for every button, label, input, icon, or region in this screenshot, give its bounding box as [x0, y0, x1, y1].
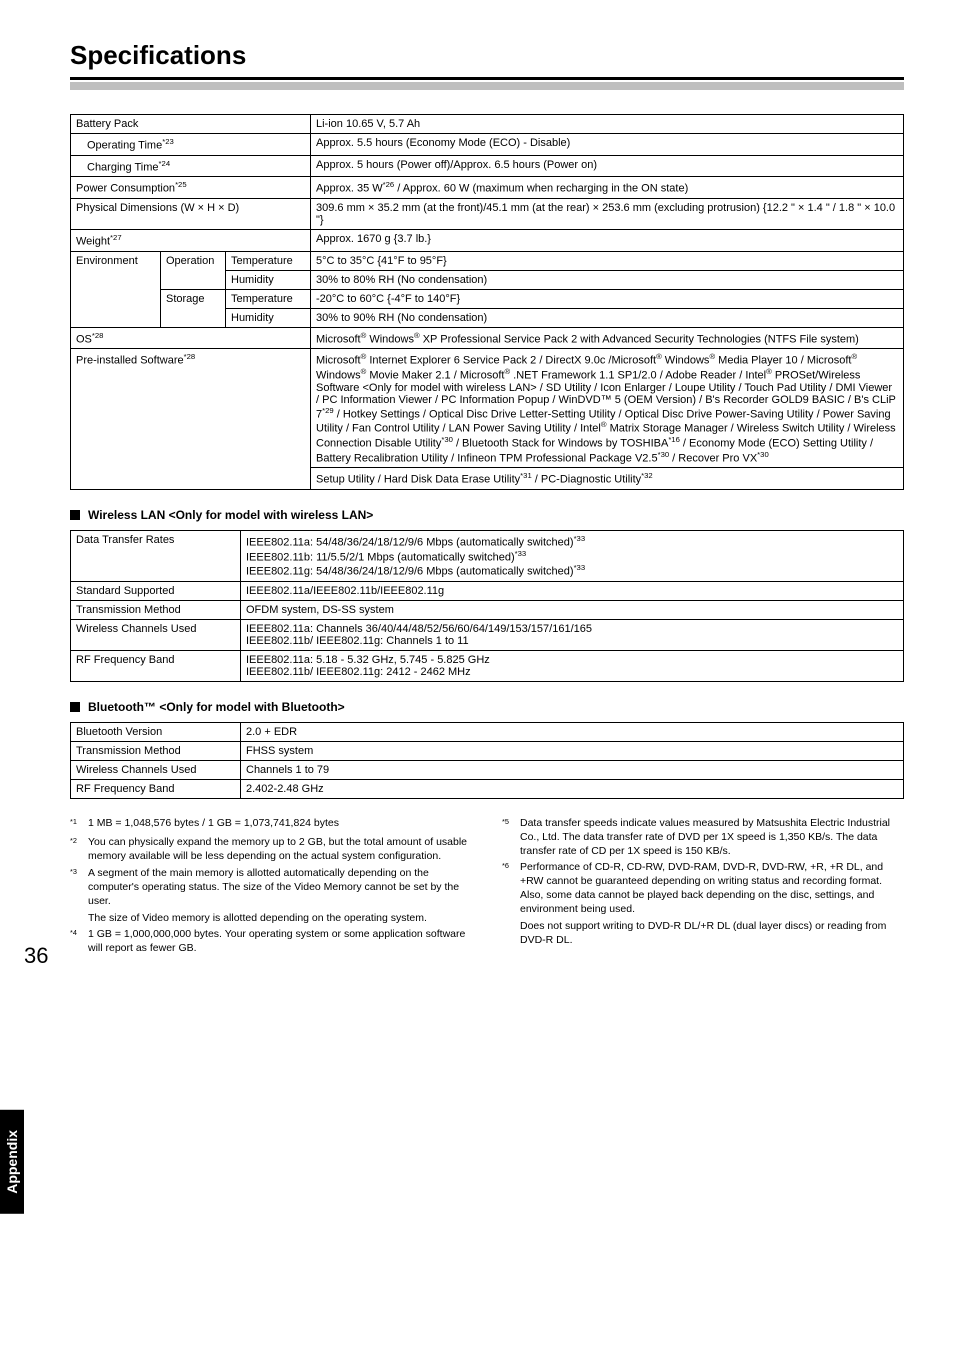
- footnote-number: *6: [502, 861, 520, 916]
- spec-sub-label: Temperature: [226, 251, 311, 270]
- footnote-number: [502, 920, 520, 948]
- spec-value: Microsoft® Windows® XP Professional Serv…: [311, 327, 904, 349]
- footnote-number: *2: [70, 836, 88, 864]
- spec-value: 309.6 mm × 35.2 mm (at the front)/45.1 m…: [311, 198, 904, 229]
- spec-label: OS*28: [71, 327, 311, 349]
- spec-value: Approx. 35 W*26 / Approx. 60 W (maximum …: [311, 177, 904, 199]
- footnote-number: *1: [70, 817, 88, 833]
- main-spec-table: Battery PackLi-ion 10.65 V, 5.7 AhOperat…: [70, 114, 904, 490]
- spec-label: Data Transfer Rates: [71, 530, 241, 581]
- spec-value: IEEE802.11a/IEEE802.11b/IEEE802.11g: [241, 581, 904, 600]
- spec-value: Channels 1 to 79: [241, 760, 904, 779]
- spec-value: Approx. 1670 g {3.7 lb.}: [311, 229, 904, 251]
- wlan-section-head: Wireless LAN <Only for model with wirele…: [70, 508, 904, 522]
- page-title: Specifications: [70, 40, 904, 71]
- spec-value: IEEE802.11a: 5.18 - 5.32 GHz, 5.745 - 5.…: [241, 650, 904, 681]
- spec-label: RF Frequency Band: [71, 650, 241, 681]
- spec-label: Operating Time*23: [71, 134, 311, 156]
- footnote-number: [70, 912, 88, 926]
- spec-label: Power Consumption*25: [71, 177, 311, 199]
- spec-value: 2.402-2.48 GHz: [241, 779, 904, 798]
- spec-sub-label: Humidity: [226, 308, 311, 327]
- spec-value: 30% to 90% RH (No condensation): [311, 308, 904, 327]
- page-number: 36: [24, 943, 48, 969]
- wlan-table: Data Transfer RatesIEEE802.11a: 54/48/36…: [70, 530, 904, 682]
- bt-table: Bluetooth Version2.0 + EDRTransmission M…: [70, 722, 904, 799]
- divider-black: [70, 77, 904, 80]
- footnote-number: *5: [502, 817, 520, 859]
- spec-value: 30% to 80% RH (No condensation): [311, 270, 904, 289]
- spec-sub-label: Temperature: [226, 289, 311, 308]
- spec-value: IEEE802.11a: 54/48/36/24/18/12/9/6 Mbps …: [241, 530, 904, 581]
- spec-value: Li-ion 10.65 V, 5.7 Ah: [311, 115, 904, 134]
- spec-value: Microsoft® Internet Explorer 6 Service P…: [311, 349, 904, 468]
- spec-label: Standard Supported: [71, 581, 241, 600]
- divider-gray: [70, 82, 904, 90]
- spec-label: RF Frequency Band: [71, 779, 241, 798]
- spec-value: OFDM system, DS-SS system: [241, 600, 904, 619]
- spec-sub-label: Humidity: [226, 270, 311, 289]
- bt-section-head: Bluetooth™ <Only for model with Bluetoot…: [70, 700, 904, 714]
- footnote-number: *3: [70, 867, 88, 909]
- footnote-text: Performance of CD-R, CD-RW, DVD-RAM, DVD…: [520, 861, 904, 916]
- spec-label: Transmission Method: [71, 600, 241, 619]
- side-tab-appendix: Appendix: [0, 1110, 24, 1214]
- footnote-text: 1 GB = 1,000,000,000 bytes. Your operati…: [88, 928, 472, 956]
- footnote-text: A segment of the main memory is allotted…: [88, 867, 472, 909]
- footnote-text: You can physically expand the memory up …: [88, 836, 472, 864]
- footnote-text: Data transfer speeds indicate values mea…: [520, 817, 904, 859]
- footnote-text: The size of Video memory is allotted dep…: [88, 912, 472, 926]
- spec-label: Transmission Method: [71, 741, 241, 760]
- footnotes-right-col: *5Data transfer speeds indicate values m…: [502, 817, 904, 959]
- footnote-text: 1 MB = 1,048,576 bytes / 1 GB = 1,073,74…: [88, 817, 472, 833]
- spec-label: Environment: [71, 251, 161, 327]
- spec-label: Bluetooth Version: [71, 722, 241, 741]
- spec-label: Wireless Channels Used: [71, 619, 241, 650]
- spec-value: Setup Utility / Hard Disk Data Erase Uti…: [311, 468, 904, 490]
- spec-label: Pre-installed Software*28: [71, 349, 311, 490]
- spec-label: Physical Dimensions (W × H × D): [71, 198, 311, 229]
- footnote-number: *4: [70, 928, 88, 956]
- spec-value: Approx. 5 hours (Power off)/Approx. 6.5 …: [311, 155, 904, 177]
- spec-value: FHSS system: [241, 741, 904, 760]
- footnotes-left-col: *11 MB = 1,048,576 bytes / 1 GB = 1,073,…: [70, 817, 472, 959]
- spec-value: 2.0 + EDR: [241, 722, 904, 741]
- wlan-head-text: Wireless LAN <Only for model with wirele…: [88, 508, 373, 522]
- spec-value: Approx. 5.5 hours (Economy Mode (ECO) - …: [311, 134, 904, 156]
- spec-label: Wireless Channels Used: [71, 760, 241, 779]
- spec-value: 5°C to 35°C {41°F to 95°F}: [311, 251, 904, 270]
- spec-sub-label: Storage: [161, 289, 226, 327]
- spec-label: Charging Time*24: [71, 155, 311, 177]
- spec-label: Weight*27: [71, 229, 311, 251]
- spec-value: -20°C to 60°C {-4°F to 140°F}: [311, 289, 904, 308]
- spec-value: IEEE802.11a: Channels 36/40/44/48/52/56/…: [241, 619, 904, 650]
- footnote-text: Does not support writing to DVD-R DL/+R …: [520, 920, 904, 948]
- spec-label: Battery Pack: [71, 115, 311, 134]
- footnotes: *11 MB = 1,048,576 bytes / 1 GB = 1,073,…: [70, 817, 904, 959]
- bt-head-text: Bluetooth™ <Only for model with Bluetoot…: [88, 700, 345, 714]
- spec-sub-label: Operation: [161, 251, 226, 289]
